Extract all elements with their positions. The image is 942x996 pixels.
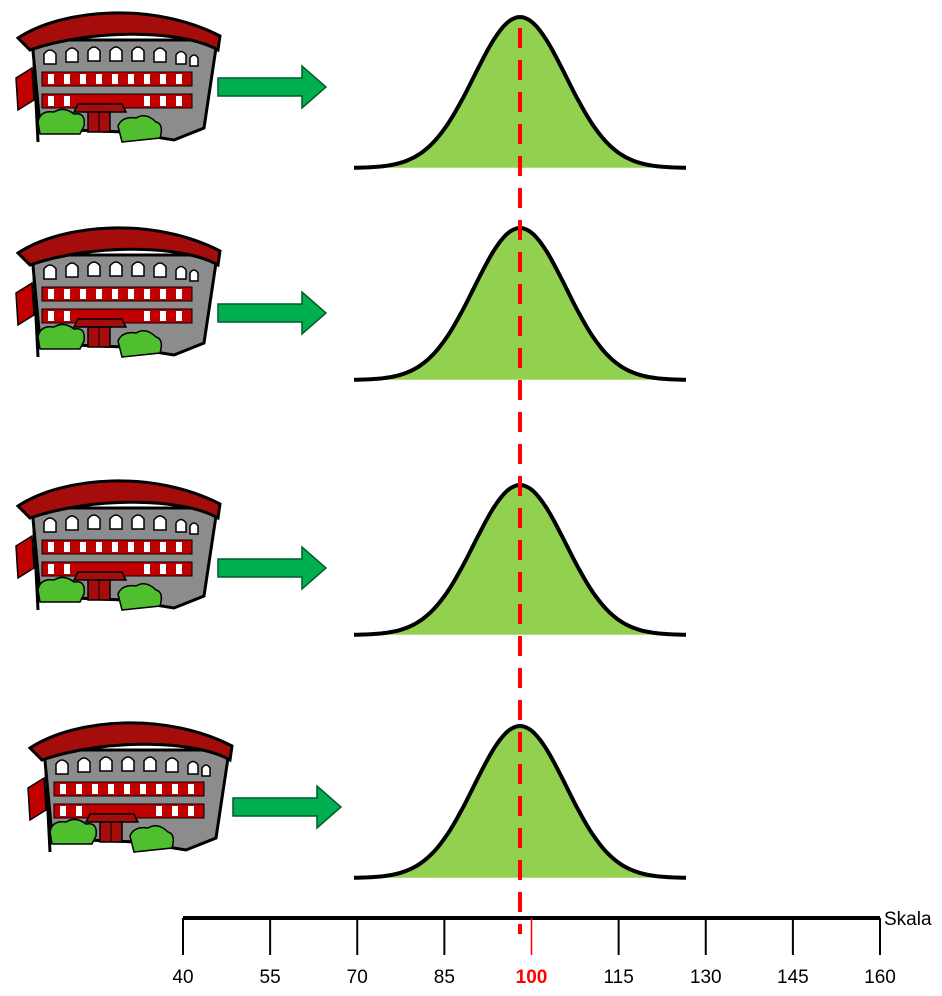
- diagram-row: [14, 479, 687, 637]
- scale-label: Skala: [884, 909, 932, 930]
- scale-tick-label: 160: [864, 967, 896, 988]
- diagram-row: [26, 721, 687, 880]
- right-arrow-icon: [217, 291, 327, 335]
- diagram-row: [14, 11, 687, 170]
- school-building-icon: [14, 479, 222, 612]
- scale-tick-label: 100: [516, 967, 548, 988]
- diagram-row: [14, 226, 687, 382]
- scale-tick-label: 145: [777, 967, 809, 988]
- school-building-icon: [26, 721, 234, 854]
- school-building-icon: [14, 226, 222, 359]
- right-arrow-icon: [217, 65, 327, 109]
- scale-tick-label: 130: [690, 967, 722, 988]
- right-arrow-icon: [217, 546, 327, 590]
- scale-tick-label: 70: [347, 967, 368, 988]
- school-building-icon: [14, 11, 222, 144]
- scale-tick-label: 115: [603, 967, 633, 988]
- scale-tick-label: 55: [260, 967, 281, 988]
- right-arrow-icon: [232, 785, 342, 829]
- scale-tick-label: 40: [172, 967, 193, 988]
- scale-axis: 40 55 70 85 100 115 130 145 160 Skala: [172, 909, 932, 988]
- scale-tick-label: 85: [434, 967, 455, 988]
